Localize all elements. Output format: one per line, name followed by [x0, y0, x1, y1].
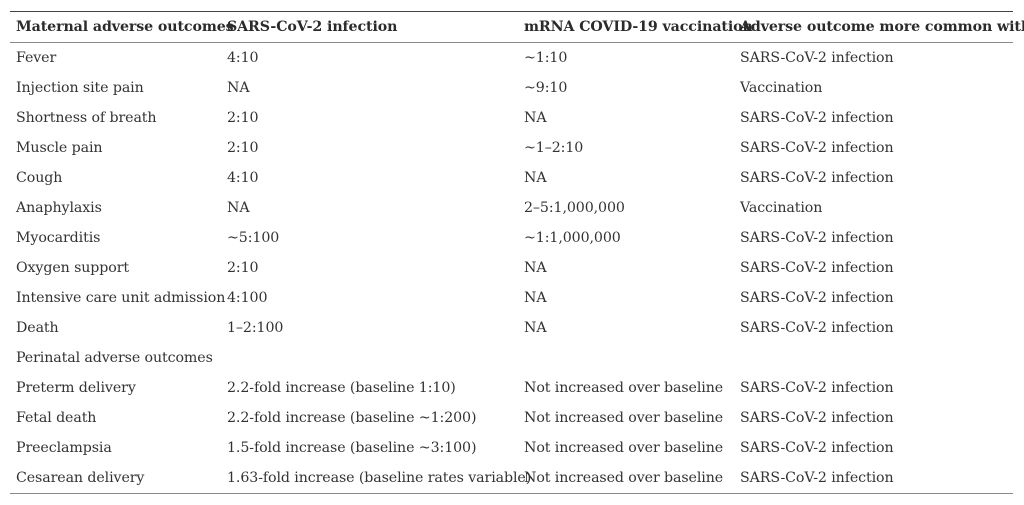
infection-cell: 4:100 [227, 290, 268, 306]
header-mrna-vaccination: mRNA COVID-19 vaccination [524, 19, 753, 35]
more-common-cell: SARS-CoV-2 infection [740, 140, 894, 156]
outcomes-table-container: Maternal adverse outcomes SARS-CoV-2 inf… [10, 11, 1024, 494]
more-common-cell: SARS-CoV-2 infection [740, 470, 894, 486]
table-row: Perinatal adverse outcomes [10, 343, 1013, 373]
more-common-cell: SARS-CoV-2 infection [740, 230, 894, 246]
more-common-cell [734, 343, 1013, 373]
table-row: Intensive care unit admission 4:100 NA SARS… [10, 283, 1013, 313]
more-common-cell: SARS-CoV-2 infection [740, 110, 894, 126]
infection-cell: 4:10 [227, 170, 259, 186]
more-common-cell: SARS-CoV-2 infection [740, 380, 894, 396]
header-row: Maternal adverse outcomes SARS-CoV-2 inf… [10, 11, 1024, 43]
infection-cell [221, 343, 518, 373]
infection-cell: 1.5-fold increase (baseline ~3:100) [227, 440, 477, 456]
infection-cell: ~5:100 [227, 230, 280, 246]
vaccination-cell: NA [524, 320, 547, 336]
vaccination-cell: ~1:10 [524, 50, 568, 66]
infection-cell: 2:10 [227, 140, 259, 156]
header-maternal-outcomes: Maternal adverse outcomes [16, 19, 234, 35]
header-sars-cov-2-infection: SARS-CoV-2 infection [227, 19, 398, 35]
outcome-cell: Preeclampsia [16, 440, 112, 456]
vaccination-cell: Not increased over baseline [524, 410, 724, 426]
outcome-cell: Injection site pain [16, 80, 144, 96]
more-common-cell: Vaccination [740, 80, 823, 96]
infection-cell: NA [227, 200, 250, 216]
vaccination-cell: NA [524, 290, 547, 306]
table-row: Injection site pain NA ~9:10 Vaccination [10, 73, 1013, 103]
table-row: Cough 4:10 NA SARS-CoV-2 infection [10, 163, 1013, 193]
infection-cell: 1–2:100 [227, 320, 284, 336]
more-common-cell: SARS-CoV-2 infection [740, 170, 894, 186]
outcome-cell: Anaphylaxis [16, 200, 102, 216]
infection-cell: 4:10 [227, 50, 259, 66]
table-row: Death 1–2:100 NA SARS-CoV-2 infection [10, 313, 1013, 343]
more-common-cell: SARS-CoV-2 infection [740, 50, 894, 66]
infection-cell: 1.63-fold increase (baseline rates varia… [227, 470, 532, 486]
table-body: Fever 4:10 ~1:10 SARS-CoV-2 infection Inject… [10, 43, 1013, 494]
vaccination-cell: ~1:1,000,000 [524, 230, 621, 246]
outcome-cell: Muscle pain [16, 140, 103, 156]
vaccination-cell: ~1–2:10 [524, 140, 584, 156]
infection-cell: 2.2-fold increase (baseline ~1:200) [227, 410, 477, 426]
outcome-cell: Fetal death [16, 410, 97, 426]
outcome-cell: Oxygen support [16, 260, 129, 276]
outcome-cell: Cesarean delivery [16, 470, 145, 486]
table-row: Myocarditis ~5:100 ~1:1,000,000 SARS-CoV-2 … [10, 223, 1013, 253]
outcome-cell: Intensive care unit admission [16, 290, 226, 306]
vaccination-cell: ~9:10 [524, 80, 568, 96]
more-common-cell: SARS-CoV-2 infection [740, 410, 894, 426]
vaccination-cell [518, 343, 734, 373]
more-common-cell: SARS-CoV-2 infection [740, 290, 894, 306]
more-common-cell: SARS-CoV-2 infection [740, 260, 894, 276]
vaccination-cell: Not increased over baseline [524, 470, 724, 486]
infection-cell: 2:10 [227, 260, 259, 276]
vaccination-cell: Not increased over baseline [524, 380, 724, 396]
outcomes-table: Maternal adverse outcomes SARS-CoV-2 inf… [10, 11, 1024, 494]
infection-cell: 2:10 [227, 110, 259, 126]
header-more-common-with: Adverse outcome more common with [740, 19, 1024, 35]
outcome-cell: Cough [16, 170, 63, 186]
table-row: Shortness of breath 2:10 NA SARS-CoV-2 infe… [10, 103, 1013, 133]
infection-cell: NA [227, 80, 250, 96]
more-common-cell: SARS-CoV-2 infection [740, 440, 894, 456]
table-row: Fever 4:10 ~1:10 SARS-CoV-2 infection [10, 43, 1013, 74]
table-row: Fetal death 2.2-fold increase (baseline ~… [10, 403, 1013, 433]
table-header: Maternal adverse outcomes SARS-CoV-2 inf… [10, 11, 1024, 43]
table-row: Oxygen support 2:10 NA SARS-CoV-2 infection [10, 253, 1013, 283]
vaccination-cell: NA [524, 170, 547, 186]
more-common-cell: Vaccination [740, 200, 823, 216]
vaccination-cell: NA [524, 110, 547, 126]
outcome-cell: Fever [16, 50, 57, 66]
more-common-cell: SARS-CoV-2 infection [740, 320, 894, 336]
vaccination-cell: NA [524, 260, 547, 276]
outcome-cell: Myocarditis [16, 230, 101, 246]
outcome-cell: Death [16, 320, 59, 336]
vaccination-cell: 2–5:1,000,000 [524, 200, 625, 216]
outcome-cell: Perinatal adverse outcomes [16, 350, 213, 366]
infection-cell: 2.2-fold increase (baseline 1:10) [227, 380, 456, 396]
table-row: Cesarean delivery 1.63-fold increase (bas… [10, 463, 1013, 494]
vaccination-cell: Not increased over baseline [524, 440, 724, 456]
outcome-cell: Preterm delivery [16, 380, 136, 396]
table-row: Preterm delivery 2.2-fold increase (basel… [10, 373, 1013, 403]
table-row: Preeclampsia 1.5-fold increase (baseline … [10, 433, 1013, 463]
table-row: Muscle pain 2:10 ~1–2:10 SARS-CoV-2 infecti… [10, 133, 1013, 163]
table-row: Anaphylaxis NA 2–5:1,000,000 Vaccination [10, 193, 1013, 223]
outcome-cell: Shortness of breath [16, 110, 157, 126]
